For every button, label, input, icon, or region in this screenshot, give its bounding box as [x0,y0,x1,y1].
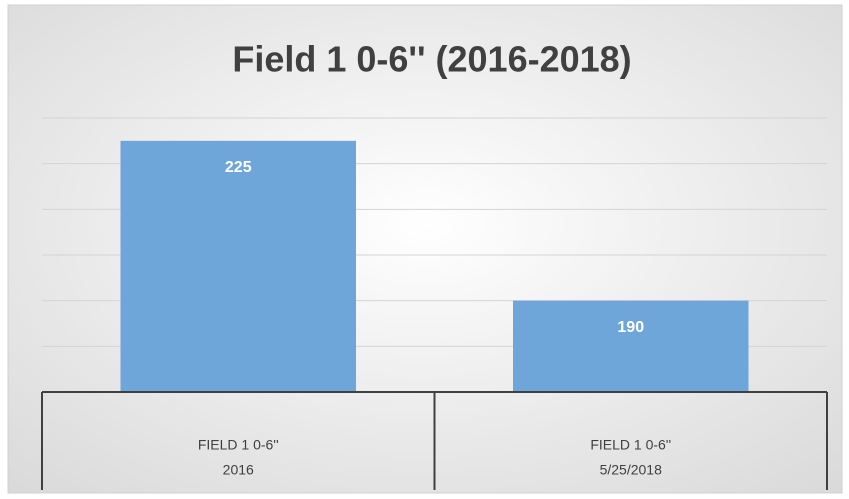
x-tick-label: FIELD 1 0-6'' [198,437,279,453]
value-label: 225 [225,159,252,176]
bar [513,300,749,392]
x-tick-label: 2016 [223,462,254,478]
x-tick-label: 5/25/2018 [600,462,662,478]
value-label: 190 [617,319,644,336]
chart-title: Field 1 0-6'' (2016-2018) [232,39,631,80]
x-tick-label: FIELD 1 0-6'' [590,437,671,453]
bar [120,140,356,392]
